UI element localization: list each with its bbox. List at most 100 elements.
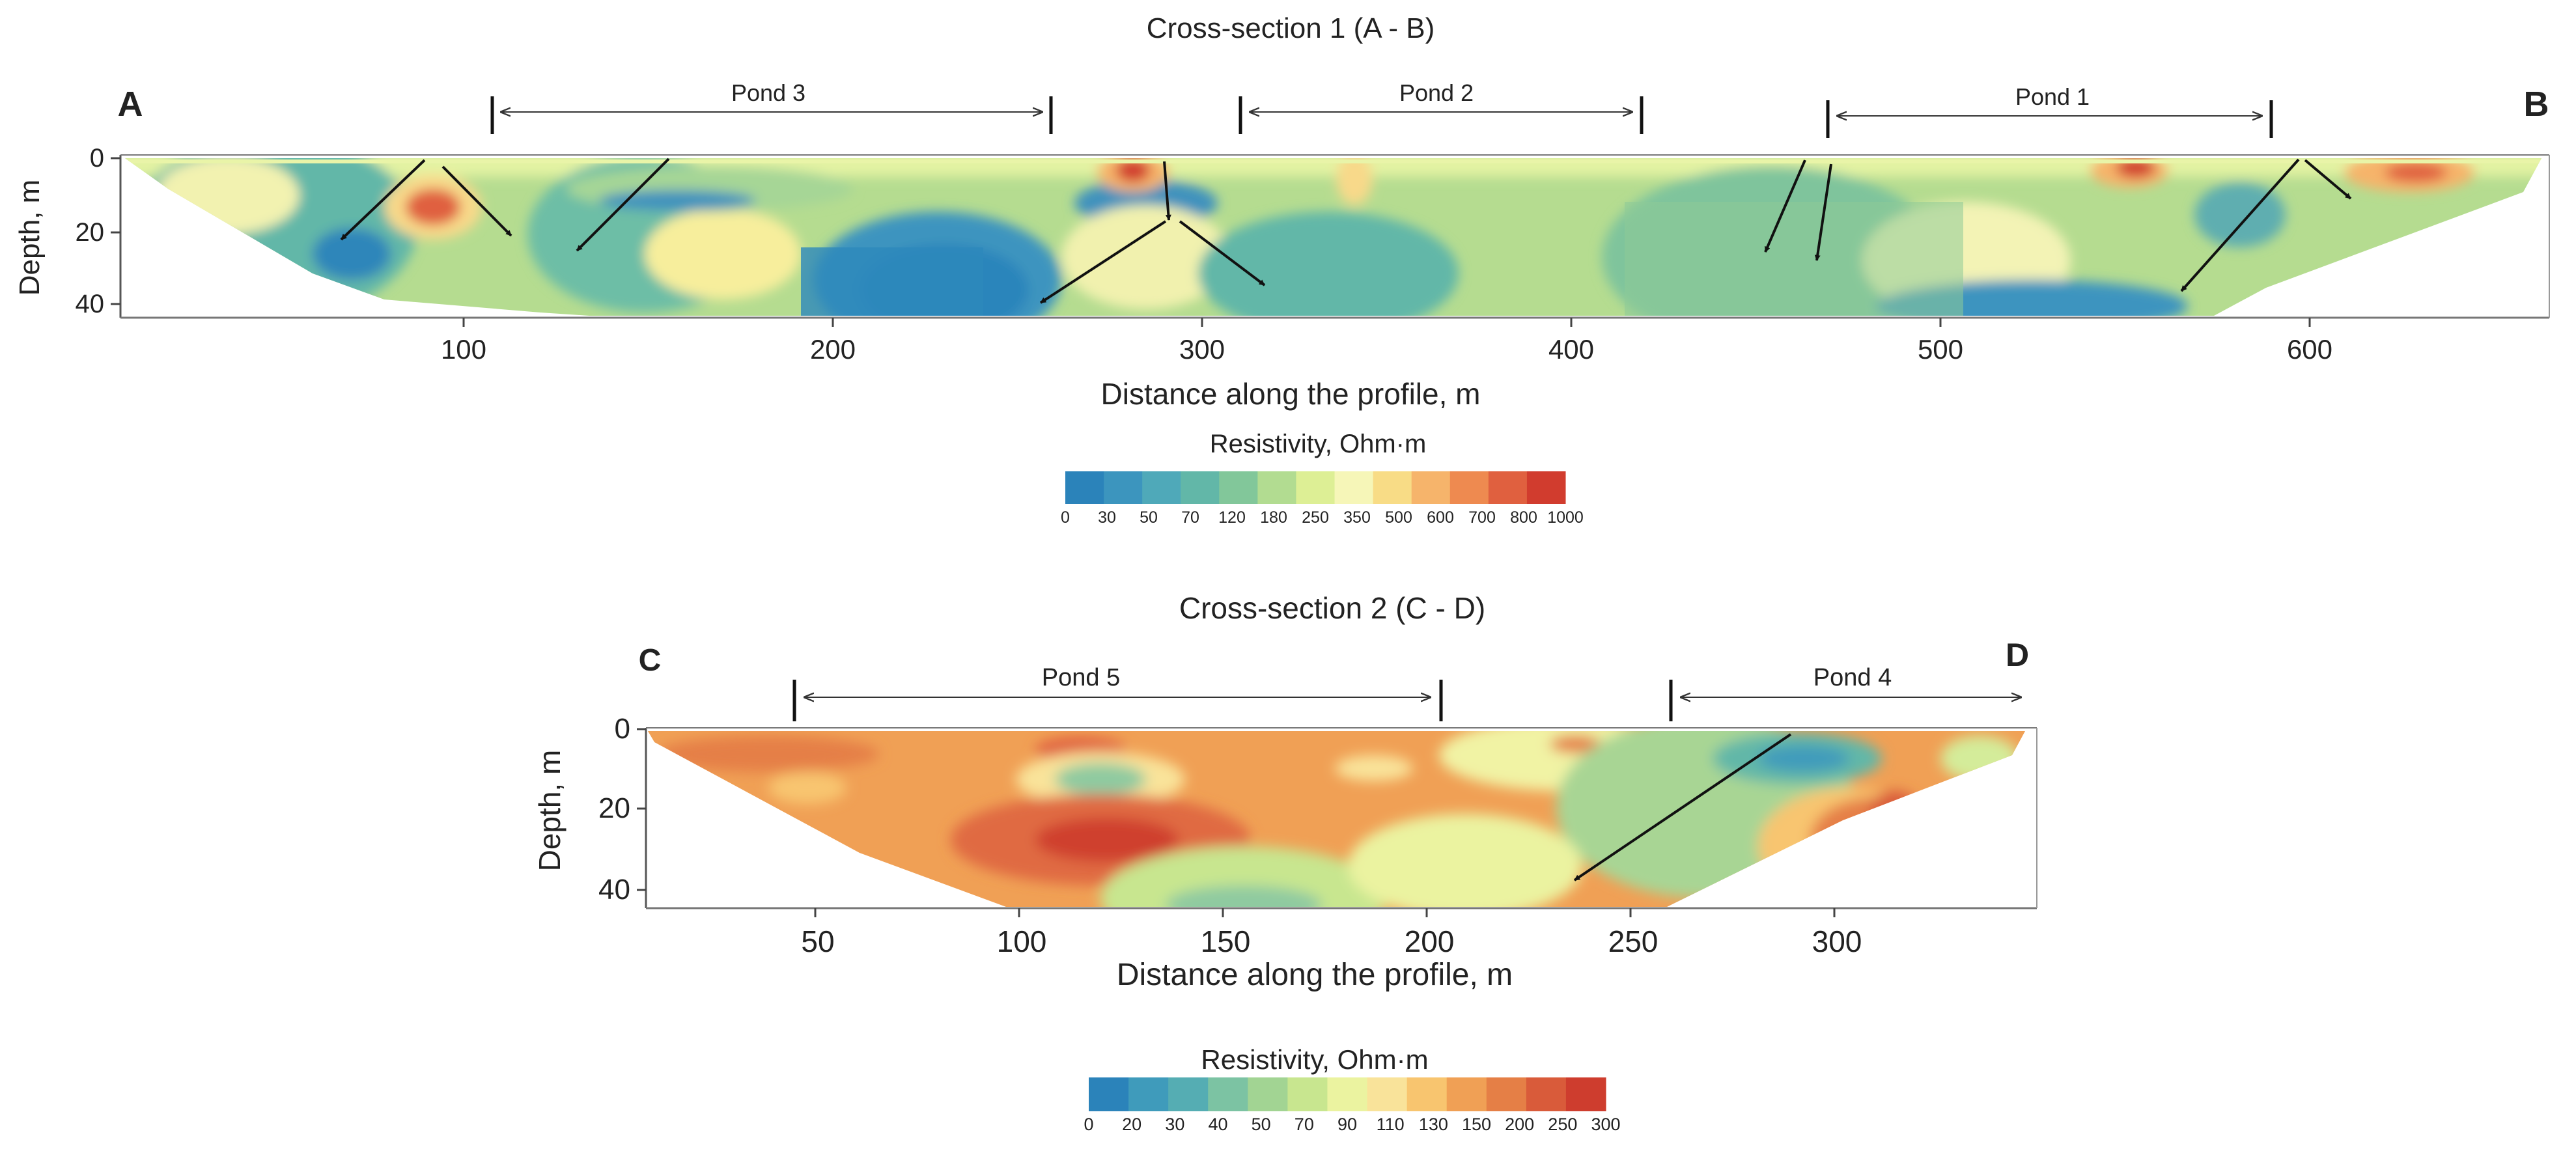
cs1-end-label-left: A: [118, 85, 143, 124]
legend-tick-label: 110: [1377, 1115, 1405, 1134]
cs1-pond-2: Pond 2: [1239, 79, 1644, 134]
cs2-title: Cross-section 2 (C - D): [1179, 591, 1485, 625]
legend-tick-label: 130: [1419, 1115, 1448, 1134]
legend-swatch: [1257, 471, 1296, 504]
legend-tick-label: 250: [1548, 1115, 1577, 1134]
cs2-legend-title: Resistivity, Ohm·m: [1201, 1044, 1428, 1075]
legend-tick-label: 150: [1462, 1115, 1491, 1134]
legend-tick-label: 300: [1591, 1115, 1620, 1134]
legend-swatch: [1327, 1077, 1368, 1111]
flow-arrow: [1179, 220, 1266, 286]
cs2-resistivity-section: [648, 731, 2025, 907]
legend-swatch: [1334, 471, 1374, 504]
pond-label: Pond 4: [1813, 664, 1892, 691]
flow-arrow: [1814, 163, 1832, 261]
legend-tick-label: 350: [1343, 508, 1371, 527]
cs2-x-axis-label: Distance along the profile, m: [1117, 958, 1513, 992]
cs2-y-ticks: 0 20 40: [598, 713, 646, 906]
cs1-legend-title: Resistivity, Ohm·m: [1210, 430, 1427, 458]
legend-swatch: [1407, 1077, 1448, 1111]
flow-arrow: [1573, 733, 1792, 881]
legend-tick-label: 800: [1510, 508, 1537, 527]
legend-swatch: [1104, 471, 1143, 504]
legend-tick-label: 200: [1505, 1115, 1534, 1134]
legend-tick-label: 30: [1098, 508, 1116, 527]
cs2-legend-ticks: 0 20 30 40 50 70 90 110 130 150 200 250 300: [1084, 1115, 1620, 1134]
cs2-y-tick-label: 20: [598, 792, 630, 824]
pond-label: Pond 5: [1042, 664, 1120, 691]
flow-arrow: [1039, 220, 1167, 304]
flow-arrow: [441, 165, 512, 237]
cs2-x-tick-label: 200: [1405, 924, 1455, 958]
cs2-end-label-left: C: [639, 643, 662, 678]
legend-swatch: [1373, 471, 1412, 504]
legend-tick-label: 700: [1468, 508, 1496, 527]
cs1-y-ticks: 0 20 40: [76, 144, 120, 318]
cs1-end-label-right: B: [2524, 85, 2549, 124]
cs2-y-axis-label: Depth, m: [533, 750, 567, 872]
cs1-x-axis-label: Distance along the profile, m: [1101, 377, 1481, 411]
legend-swatch: [1168, 1077, 1209, 1111]
cs2-end-label-right: D: [2006, 637, 2029, 673]
pond-label: Pond 1: [2015, 83, 2090, 110]
legend-swatch: [1446, 1077, 1487, 1111]
legend-swatch: [1219, 471, 1258, 504]
cs1-x-tick-label: 200: [810, 334, 856, 365]
legend-tick-label: 250: [1302, 508, 1329, 527]
flow-arrow: [340, 159, 426, 241]
legend-swatch: [1248, 1077, 1288, 1111]
legend-tick-label: 600: [1427, 508, 1454, 527]
legend-swatch: [1488, 471, 1528, 504]
cs1-x-tick-label: 300: [1179, 334, 1225, 365]
legend-swatch: [1411, 471, 1451, 504]
cs1-x-ticks: 100 200 300 400 500 600: [441, 318, 2332, 365]
cs1-legend-ticks: 0 30 50 70 120 180 250 350 500 600 700 800 1000: [1061, 508, 1584, 527]
cs2-x-tick-label: 250: [1608, 924, 1659, 958]
cs1-x-tick-label: 100: [441, 334, 486, 365]
cs2-legend-swatches: [1089, 1077, 1606, 1111]
cs1-y-axis-label: Depth, m: [14, 180, 46, 296]
legend-tick-label: 500: [1385, 508, 1412, 527]
cs1-x-tick-label: 600: [2287, 334, 2332, 365]
legend-tick-label: 70: [1181, 508, 1199, 527]
legend-tick-label: 1000: [1547, 508, 1584, 527]
flow-arrow: [2304, 159, 2352, 200]
legend-tick-label: 180: [1260, 508, 1287, 527]
legend-swatch: [1065, 471, 1104, 504]
cs1-flow-arrows: [340, 158, 2352, 304]
legend-tick-label: 50: [1140, 508, 1158, 527]
pond-label: Pond 2: [1399, 79, 1474, 106]
legend-swatch: [1526, 471, 1566, 504]
legend-swatch: [1089, 1077, 1129, 1111]
cs2-x-tick-label: 50: [801, 924, 834, 958]
cross-section-1: Cross-section 1 (A - B) A B: [14, 12, 2550, 527]
legend-tick-label: 0: [1084, 1115, 1093, 1134]
cs1-pond-3: Pond 3: [490, 79, 1053, 134]
legend-swatch: [1526, 1077, 1567, 1111]
cs2-pond-5: Pond 5: [792, 664, 1443, 721]
cs1-y-tick-label: 40: [76, 290, 105, 318]
pond-label: Pond 3: [731, 79, 805, 106]
cs1-resistivity-section: [125, 158, 2541, 316]
legend-swatch: [1128, 1077, 1169, 1111]
legend-tick-label: 90: [1337, 1115, 1357, 1134]
cs1-legend-swatches: [1065, 471, 1566, 504]
cs1-y-tick-label: 0: [90, 144, 104, 173]
legend-swatch: [1142, 471, 1181, 504]
cs2-legend: Resistivity, Ohm·m 0 20 30 40 50 70 90 110 130 15…: [1084, 1044, 1620, 1134]
cs2-pond-4: Pond 4: [1669, 664, 2022, 721]
cs1-y-tick-label: 20: [76, 218, 105, 247]
legend-swatch: [1565, 1077, 1606, 1111]
flow-arrow: [1163, 161, 1171, 221]
legend-swatch: [1296, 471, 1336, 504]
legend-swatch: [1486, 1077, 1527, 1111]
cs2-x-ticks: 50 100 150 200 250 300: [801, 908, 1862, 958]
cs2-x-tick-label: 100: [997, 924, 1047, 958]
cs2-x-tick-label: 300: [1812, 924, 1862, 958]
legend-tick-label: 70: [1295, 1115, 1314, 1134]
flow-arrow: [1764, 159, 1806, 253]
legend-tick-label: 50: [1252, 1115, 1271, 1134]
legend-swatch: [1181, 471, 1220, 504]
cs1-x-tick-label: 400: [1548, 334, 1594, 365]
